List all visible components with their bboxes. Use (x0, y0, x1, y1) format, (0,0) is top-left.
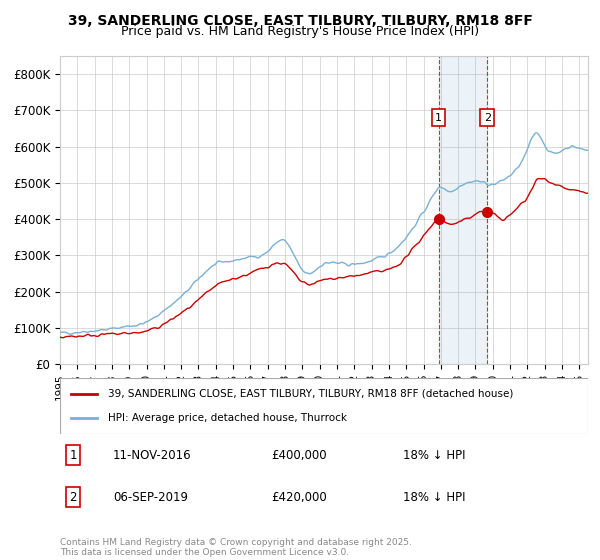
Text: 39, SANDERLING CLOSE, EAST TILBURY, TILBURY, RM18 8FF: 39, SANDERLING CLOSE, EAST TILBURY, TILB… (68, 14, 532, 28)
Text: 18% ↓ HPI: 18% ↓ HPI (403, 449, 466, 462)
Text: 18% ↓ HPI: 18% ↓ HPI (403, 491, 466, 504)
Text: Contains HM Land Registry data © Crown copyright and database right 2025.
This d: Contains HM Land Registry data © Crown c… (60, 538, 412, 557)
Bar (439, 56, 487, 364)
Text: 2: 2 (70, 491, 77, 504)
FancyBboxPatch shape (60, 378, 588, 434)
Text: 06-SEP-2019: 06-SEP-2019 (113, 491, 188, 504)
Text: 39, SANDERLING CLOSE, EAST TILBURY, TILBURY, RM18 8FF (detached house): 39, SANDERLING CLOSE, EAST TILBURY, TILB… (107, 389, 513, 399)
Text: £420,000: £420,000 (271, 491, 327, 504)
Text: 1: 1 (435, 113, 442, 123)
Text: HPI: Average price, detached house, Thurrock: HPI: Average price, detached house, Thur… (107, 413, 347, 423)
Text: £400,000: £400,000 (271, 449, 327, 462)
Text: 2: 2 (484, 113, 491, 123)
Text: 1: 1 (70, 449, 77, 462)
Text: Price paid vs. HM Land Registry's House Price Index (HPI): Price paid vs. HM Land Registry's House … (121, 25, 479, 38)
Text: 11-NOV-2016: 11-NOV-2016 (113, 449, 191, 462)
